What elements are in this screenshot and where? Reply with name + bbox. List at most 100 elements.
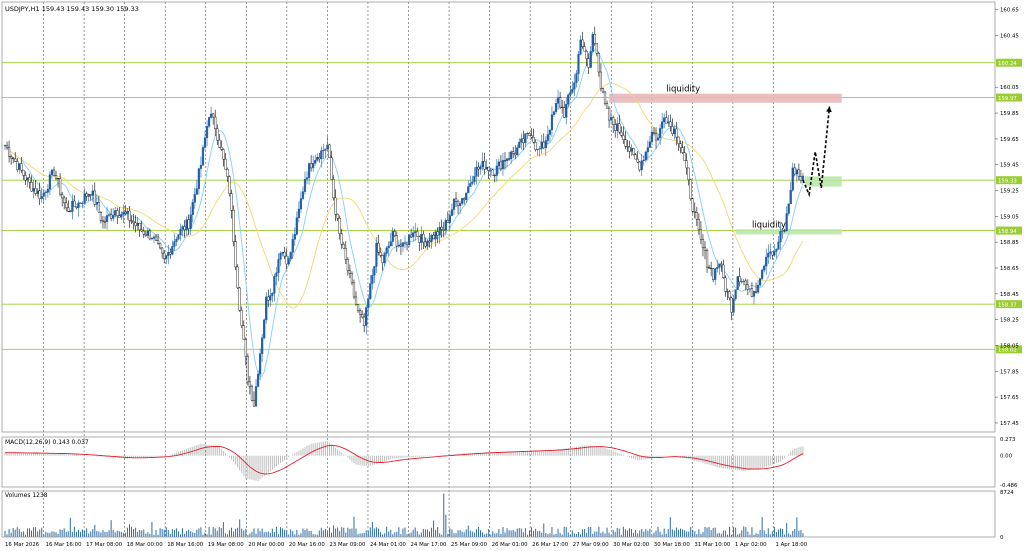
candle-body xyxy=(397,244,400,247)
candle-body xyxy=(146,230,149,236)
candle-body xyxy=(459,203,462,206)
candle-body xyxy=(738,276,741,282)
candle-body xyxy=(795,169,798,175)
candle-body xyxy=(548,129,551,135)
candle-body xyxy=(199,165,203,169)
candle-body xyxy=(210,113,213,118)
text-labels: USDJPY,H1 159.43 159.43 159.30 159.33 MA… xyxy=(5,5,139,499)
candle-body xyxy=(622,135,625,140)
level-tag-label: 160.24 xyxy=(998,61,1017,67)
candle-body xyxy=(189,214,192,229)
liquidity-zone xyxy=(805,176,842,187)
candle-body xyxy=(422,234,425,243)
candle-body xyxy=(191,202,194,215)
candle-body xyxy=(538,148,541,150)
candle-body xyxy=(718,263,721,268)
candle-body xyxy=(18,163,21,170)
candle-body xyxy=(34,188,37,194)
candle-body xyxy=(522,138,525,144)
candle-body xyxy=(734,289,737,300)
candle-body xyxy=(318,157,321,160)
candle-body xyxy=(279,252,282,260)
candle-body xyxy=(26,177,29,181)
candle-body xyxy=(173,241,176,247)
candle-body xyxy=(259,353,262,375)
candle-body xyxy=(226,169,229,177)
candle-body xyxy=(136,222,139,226)
candle-body xyxy=(473,176,476,183)
candle-body xyxy=(389,241,392,247)
candle-body xyxy=(181,226,184,230)
symbol-readout: USDJPY,H1 159.43 159.43 159.30 159.33 xyxy=(5,5,139,13)
time-axis-label: 20 Mar 16:00 xyxy=(289,542,326,548)
candle-body xyxy=(787,203,790,214)
candle-body xyxy=(607,107,611,121)
candle-body xyxy=(514,152,517,156)
candle-body xyxy=(316,157,319,161)
candle-body xyxy=(746,284,749,290)
candle-body xyxy=(752,291,756,297)
candle-body xyxy=(401,242,405,247)
candle-body xyxy=(303,179,307,192)
candle-body xyxy=(695,212,698,220)
candle-body xyxy=(618,123,621,133)
candle-body xyxy=(40,196,43,200)
candle-body xyxy=(595,43,598,54)
candle-body xyxy=(716,267,719,269)
candle-body xyxy=(461,198,464,204)
candle-body xyxy=(432,234,435,240)
candle-body xyxy=(275,272,278,277)
candle-body xyxy=(587,58,590,68)
candle-body xyxy=(452,198,456,210)
candle-body xyxy=(597,53,600,73)
candle-body xyxy=(499,161,503,170)
candle-body xyxy=(489,169,492,171)
candle-body xyxy=(338,217,341,235)
price-tick-label: 157.85 xyxy=(1000,369,1019,375)
candle-body xyxy=(99,212,103,221)
candle-body xyxy=(501,160,505,170)
candle-body xyxy=(644,151,647,161)
time-axis-label: 16 Mar 16:00 xyxy=(46,542,83,548)
candle-body xyxy=(728,291,731,299)
candle-body xyxy=(714,268,717,280)
candle-body xyxy=(107,214,111,216)
candle-body xyxy=(636,158,639,163)
candle-body xyxy=(503,160,507,162)
candle-body xyxy=(250,386,254,401)
candle-body xyxy=(434,231,437,240)
candle-body xyxy=(632,148,635,155)
candle-body xyxy=(485,166,488,170)
candle-body xyxy=(614,124,617,131)
candle-body xyxy=(756,284,760,293)
candle-body xyxy=(228,176,231,194)
candle-body xyxy=(410,234,413,238)
time-axis-label: 24 Mar 17:00 xyxy=(411,542,448,548)
candle-body xyxy=(491,169,494,176)
candle-body xyxy=(663,117,666,122)
candle-body xyxy=(16,161,19,170)
volume-tick-label: 8724 xyxy=(1000,490,1014,496)
candle-body xyxy=(32,188,35,192)
candle-body xyxy=(510,151,513,159)
candle-body xyxy=(65,202,68,209)
candle-body xyxy=(601,88,605,93)
candle-body xyxy=(742,280,745,282)
candle-body xyxy=(524,133,527,144)
candle-body xyxy=(603,91,607,104)
candle-body xyxy=(505,158,509,162)
level-tag-label: 159.33 xyxy=(998,178,1017,184)
candle-body xyxy=(797,169,800,177)
candle-body xyxy=(312,163,315,169)
candle-body xyxy=(626,146,629,148)
candle-body xyxy=(673,128,676,135)
candle-body xyxy=(12,157,15,160)
candle-body xyxy=(677,136,680,144)
candle-body xyxy=(77,202,80,208)
level-tag xyxy=(996,226,1022,235)
candle-body xyxy=(785,213,788,232)
candle-body xyxy=(134,222,137,226)
candle-body xyxy=(418,236,421,243)
